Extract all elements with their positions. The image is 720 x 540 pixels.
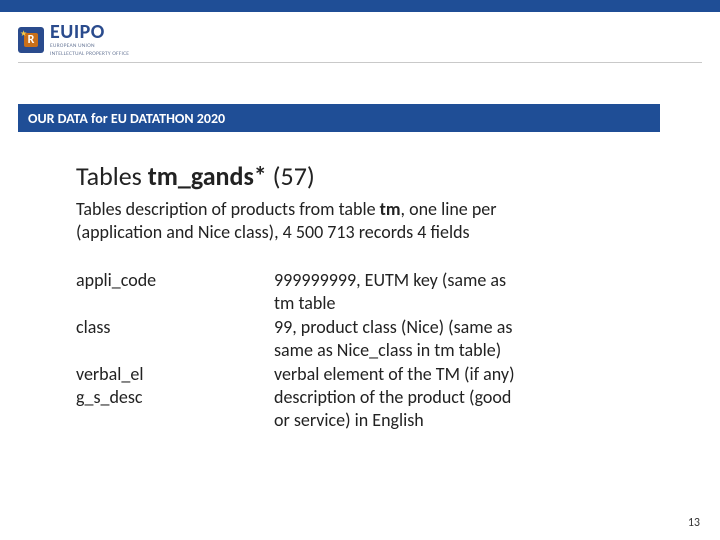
- header: R EUIPO EUROPEAN UNION INTELLECTUAL PROP…: [18, 22, 129, 57]
- field-desc: 99, product class (Nice) (same as: [274, 316, 660, 339]
- field-desc: tm table: [274, 292, 660, 315]
- field-name-blank: [76, 292, 266, 315]
- fields-table: appli_code 999999999, EUTM key (same as …: [76, 269, 660, 433]
- header-divider: [18, 62, 702, 63]
- section-banner: OUR DATA for EU DATATHON 2020: [18, 104, 660, 132]
- desc-1b: tm: [380, 198, 401, 220]
- banner-text: OUR DATA for EU DATATHON 2020: [28, 110, 225, 127]
- field-name: g_s_desc: [76, 386, 266, 409]
- field-desc: 999999999, EUTM key (same as: [274, 269, 660, 292]
- field-desc: or service) in English: [274, 409, 660, 432]
- title-count: (57): [267, 160, 315, 192]
- slide-title: Tables tm_gands* (57): [76, 160, 660, 192]
- field-name-blank: [76, 339, 266, 362]
- field-name-blank: [76, 409, 266, 432]
- field-desc: description of the product (good: [274, 386, 660, 409]
- field-name: verbal_el: [76, 363, 266, 386]
- logo-main-text: EUIPO: [50, 22, 129, 42]
- field-desc: same as Nice_class in tm table): [274, 339, 660, 362]
- title-prefix: Tables: [76, 160, 148, 192]
- logo-text: EUIPO EUROPEAN UNION INTELLECTUAL PROPER…: [50, 22, 129, 57]
- title-name: tm_gands*: [148, 160, 267, 192]
- desc-1c: , one line per: [401, 198, 497, 220]
- slide-content: Tables tm_gands* (57) Tables description…: [76, 160, 660, 433]
- field-name: class: [76, 316, 266, 339]
- euipo-logo: R EUIPO EUROPEAN UNION INTELLECTUAL PROP…: [18, 22, 129, 57]
- desc-1a: Tables description of products from tabl…: [76, 198, 380, 220]
- page-number: 13: [688, 516, 700, 530]
- desc-2: (application and Nice class), 4 500 713 …: [76, 221, 470, 243]
- top-accent-bar: [0, 0, 720, 12]
- logo-sub-1: EUROPEAN UNION: [50, 44, 129, 50]
- field-name: appli_code: [76, 269, 266, 292]
- slide-description: Tables description of products from tabl…: [76, 198, 660, 243]
- eu-stars-icon: R: [18, 27, 44, 53]
- field-desc: verbal element of the TM (if any): [274, 363, 660, 386]
- logo-sub-2: INTELLECTUAL PROPERTY OFFICE: [50, 52, 129, 58]
- logo-badge-letter: R: [24, 33, 38, 47]
